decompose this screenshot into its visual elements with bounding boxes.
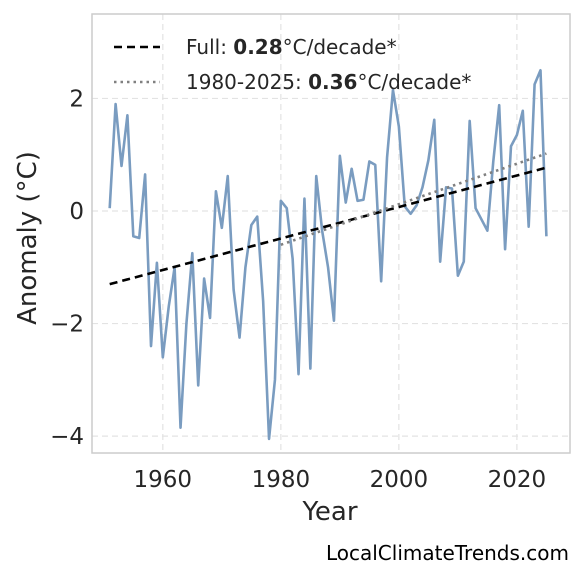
x-tick-label: 1960 [134,467,193,493]
recent-trend-line [280,152,547,246]
grid-lines [92,14,570,453]
full-trend-line [109,166,547,286]
x-tick-label: 1980 [252,467,311,493]
x-tick-label: 2020 [488,467,547,493]
site-credit: LocalClimateTrends.com [326,541,569,565]
y-tick-label: −4 [50,424,84,450]
y-axis-title: Anomaly (°C) [13,151,43,325]
x-tick-label: 2000 [370,467,429,493]
legend-full-label: Full: 0.28°C/decade* [186,35,397,59]
x-axis-title: Year [301,497,357,527]
y-tick-label: −2 [50,312,84,338]
legend: Full: 0.28°C/decade* 1980-2025: 0.36°C/d… [114,35,471,94]
tick-labels: 1960 1980 2000 2020 −4 −2 0 2 [50,86,546,493]
legend-recent-label: 1980-2025: 0.36°C/decade* [186,70,471,94]
series-layer [108,68,548,441]
y-tick-label: 0 [69,199,84,225]
plot-frame [91,13,571,454]
y-tick-label: 2 [69,86,84,112]
